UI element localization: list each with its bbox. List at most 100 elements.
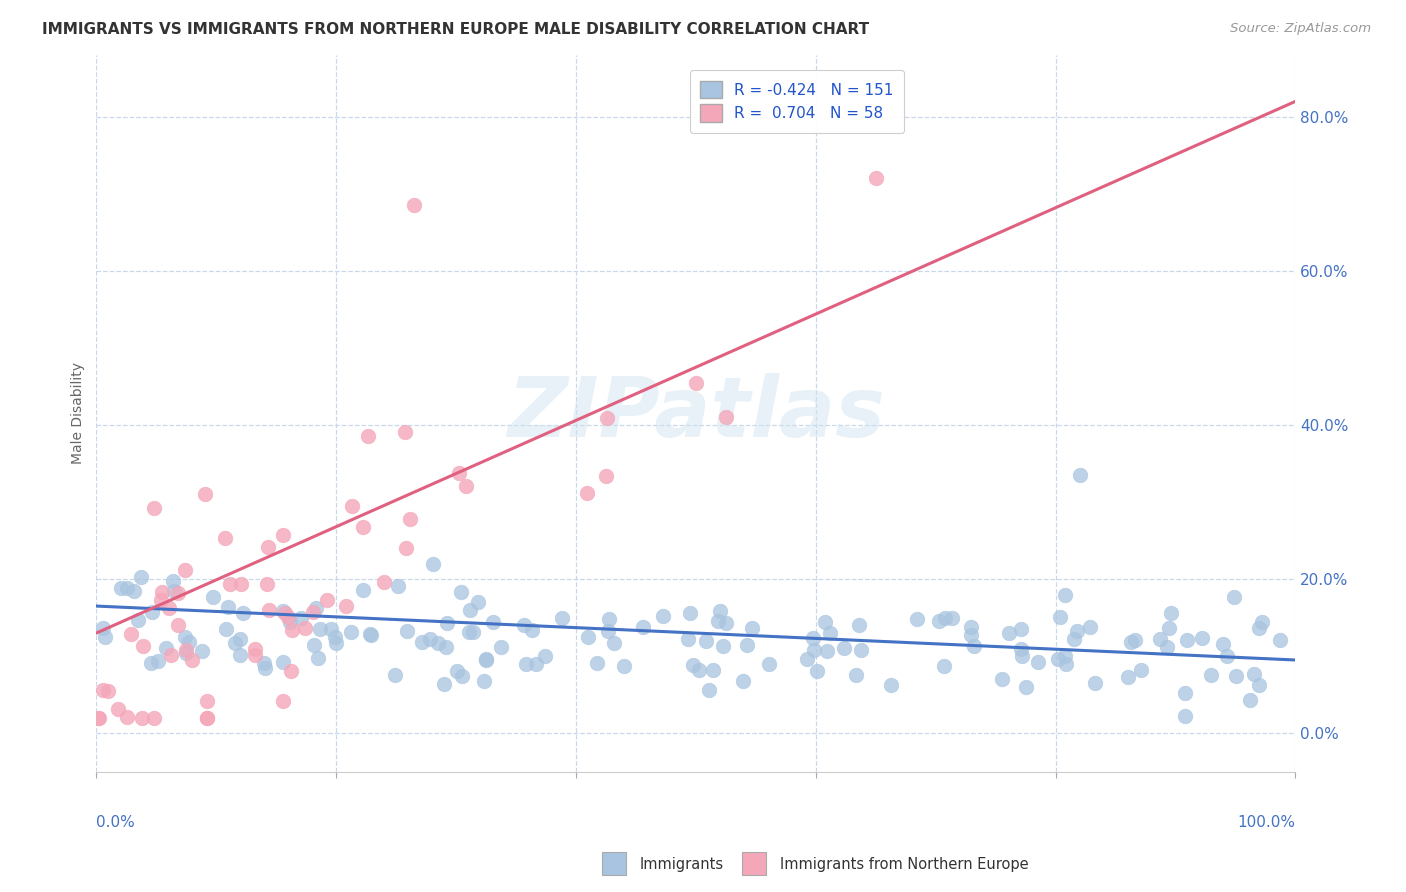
Point — [325, 636, 347, 650]
Point — [1174, 686, 1197, 700]
Point — [273, 604, 295, 618]
Point — [229, 648, 252, 662]
Point — [613, 659, 636, 673]
Point — [426, 636, 449, 650]
Point — [1053, 588, 1076, 602]
Text: 100.0%: 100.0% — [1237, 814, 1295, 830]
Point — [1175, 633, 1198, 648]
Point — [166, 586, 188, 600]
Text: Source: ZipAtlas.com: Source: ZipAtlas.com — [1230, 22, 1371, 36]
Point — [578, 631, 600, 645]
Point — [91, 621, 114, 635]
Point — [1159, 622, 1181, 636]
Bar — [742, 852, 766, 875]
Point — [446, 664, 468, 678]
Point — [1049, 610, 1071, 624]
Point — [422, 557, 444, 571]
Point — [711, 639, 734, 653]
Point — [163, 584, 186, 599]
Point — [176, 643, 198, 657]
Point — [1026, 655, 1049, 669]
Point — [814, 615, 837, 630]
Point — [880, 678, 903, 692]
Point — [1063, 632, 1085, 647]
Point — [631, 620, 654, 634]
Point — [257, 541, 280, 555]
Point — [323, 630, 346, 644]
Point — [177, 635, 200, 649]
Point — [1078, 620, 1101, 634]
Point — [796, 652, 818, 666]
Point — [1174, 708, 1197, 723]
Point — [997, 625, 1019, 640]
Point — [271, 694, 294, 708]
Point — [215, 622, 238, 636]
Point — [1250, 615, 1272, 629]
Text: IMMIGRANTS VS IMMIGRANTS FROM NORTHERN EUROPE MALE DISABILITY CORRELATION CHART: IMMIGRANTS VS IMMIGRANTS FROM NORTHERN E… — [42, 22, 869, 37]
Point — [697, 683, 720, 698]
Point — [193, 487, 215, 501]
Point — [115, 581, 138, 595]
Point — [256, 577, 278, 591]
Text: Immigrants: Immigrants — [640, 857, 724, 872]
Point — [150, 592, 173, 607]
Point — [934, 610, 956, 624]
Point — [449, 466, 471, 480]
Point — [277, 610, 299, 624]
Point — [463, 624, 485, 639]
Legend: R = -0.424   N = 151, R =  0.704   N = 58: R = -0.424 N = 151, R = 0.704 N = 58 — [690, 70, 904, 133]
Point — [395, 624, 418, 638]
Point — [688, 664, 710, 678]
Point — [122, 583, 145, 598]
Point — [243, 648, 266, 662]
Point — [482, 615, 505, 629]
Point — [1123, 633, 1146, 648]
Point — [232, 607, 254, 621]
Point — [695, 634, 717, 648]
Point — [651, 609, 673, 624]
Point — [254, 661, 277, 675]
Point — [373, 574, 395, 589]
Point — [702, 663, 724, 677]
Point — [174, 630, 197, 644]
Point — [1212, 637, 1234, 651]
Point — [815, 643, 838, 657]
Point — [150, 585, 173, 599]
Point — [131, 711, 153, 725]
Point — [1121, 635, 1143, 649]
Point — [132, 639, 155, 653]
Point — [534, 648, 557, 663]
Point — [384, 668, 406, 682]
Point — [139, 656, 162, 670]
Point — [278, 615, 301, 629]
Point — [515, 657, 537, 672]
Point — [865, 171, 887, 186]
Point — [340, 624, 363, 639]
Point — [818, 626, 841, 640]
Point — [450, 668, 472, 682]
Point — [596, 410, 619, 425]
Point — [273, 655, 295, 669]
Point — [93, 682, 115, 697]
Point — [120, 627, 142, 641]
Point — [1054, 657, 1077, 671]
Text: ZIPatlas: ZIPatlas — [508, 373, 884, 454]
Point — [394, 425, 416, 440]
Point — [180, 653, 202, 667]
Point — [932, 659, 955, 673]
Point — [458, 624, 481, 639]
Point — [143, 711, 166, 725]
Point — [411, 635, 433, 649]
Point — [309, 622, 332, 636]
Point — [450, 585, 472, 599]
Point — [524, 657, 547, 672]
Point — [174, 563, 197, 577]
Point — [360, 628, 382, 642]
Point — [682, 657, 704, 672]
Point — [551, 610, 574, 624]
Point — [162, 574, 184, 588]
Point — [1010, 622, 1032, 636]
Point — [1118, 670, 1140, 684]
Point — [202, 591, 225, 605]
Point — [1225, 668, 1247, 682]
